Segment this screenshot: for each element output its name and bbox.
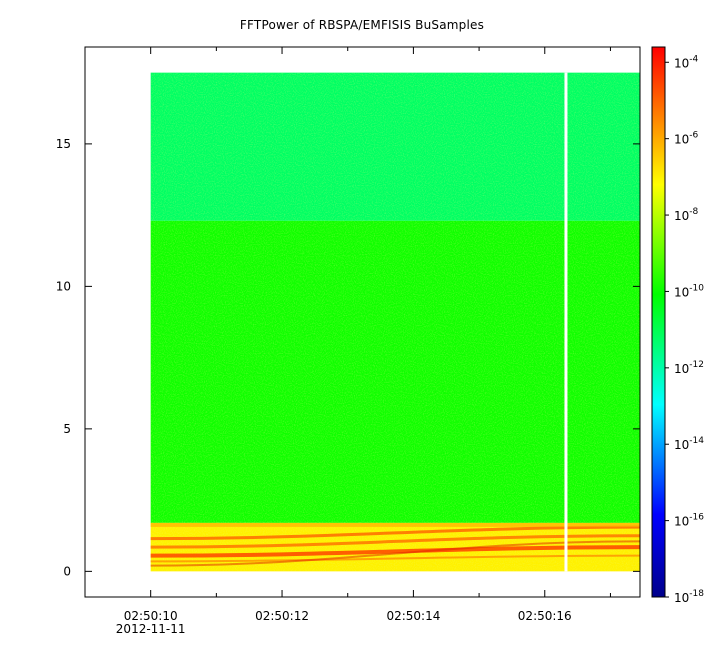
streak-2 <box>150 554 641 563</box>
x-tick-sublabel: 2012-11-11 <box>116 622 186 636</box>
colorbar-tick-label: 10-4 <box>674 54 699 70</box>
colorbar-tick-label: 10-16 <box>674 513 704 529</box>
x-tick-label: 02:50:10 <box>124 609 178 623</box>
y-tick-label: 5 <box>63 422 71 436</box>
data-gap <box>564 72 568 572</box>
x-tick-label: 02:50:12 <box>255 609 309 623</box>
plot-frame <box>84 46 641 598</box>
y-axis: 0 5 10 15 <box>56 137 640 578</box>
colorbar-tick-label: 10-6 <box>674 131 699 147</box>
band-texture-0 <box>150 72 640 221</box>
streak-3 <box>150 525 641 541</box>
colorbar-tick-label: 10-18 <box>674 589 704 605</box>
streak-4 <box>150 540 641 567</box>
band-texture-1 <box>150 220 640 523</box>
x-tick-label: 02:50:14 <box>386 609 440 623</box>
colorbar-tick-label: 10-10 <box>674 283 704 299</box>
y-tick-label: 15 <box>56 137 71 151</box>
streak-0 <box>150 545 641 558</box>
colorbar: 10-4 10-6 10-8 10-10 10-12 10-14 10-16 10-18 <box>651 46 704 605</box>
low-band-edge <box>150 522 640 527</box>
colorbar-tick-label: 10-14 <box>674 436 704 452</box>
plot-area <box>84 46 641 598</box>
colorbar-tick-label: 10-8 <box>674 207 699 223</box>
colorbar-scale <box>651 46 666 598</box>
colorbar-tick-label: 10-12 <box>674 360 704 376</box>
low-frequency-streaks <box>150 525 641 567</box>
y-tick-label: 10 <box>56 279 71 293</box>
streak-1 <box>150 534 641 549</box>
y-tick-label: 0 <box>63 564 71 578</box>
x-tick-label: 02:50:16 <box>518 609 572 623</box>
chart-title: FFTPower of RBSPA/EMFISIS BuSamples <box>239 18 485 32</box>
